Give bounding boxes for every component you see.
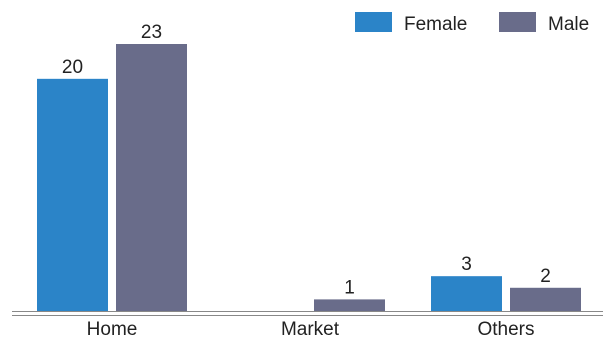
bar-home-female [37, 78, 108, 312]
x-tick-label-others: Others [477, 319, 534, 338]
data-label-home-male: 23 [141, 22, 162, 43]
bar-home-male [116, 44, 187, 311]
bar-labels-group: 20 23 1 3 2 [62, 22, 551, 298]
data-label-market-male: 1 [344, 277, 355, 298]
bar-market-male [314, 299, 385, 311]
data-label-home-female: 20 [62, 57, 83, 78]
legend-swatch-female [355, 12, 392, 32]
x-tick-label-market: Market [281, 319, 340, 338]
legend-label-male: Male [548, 14, 589, 35]
x-axis [12, 311, 603, 316]
bar-others-female [431, 276, 502, 311]
x-tick-label-home: Home [87, 319, 138, 338]
x-tick-labels: Home Market Others [87, 319, 535, 338]
legend: Female Male [355, 12, 589, 35]
data-label-others-male: 2 [540, 266, 551, 287]
legend-label-female: Female [404, 14, 467, 35]
data-label-others-female: 3 [461, 254, 472, 275]
bars-group [37, 44, 581, 312]
legend-swatch-male [499, 12, 536, 32]
bar-others-male [510, 287, 581, 311]
